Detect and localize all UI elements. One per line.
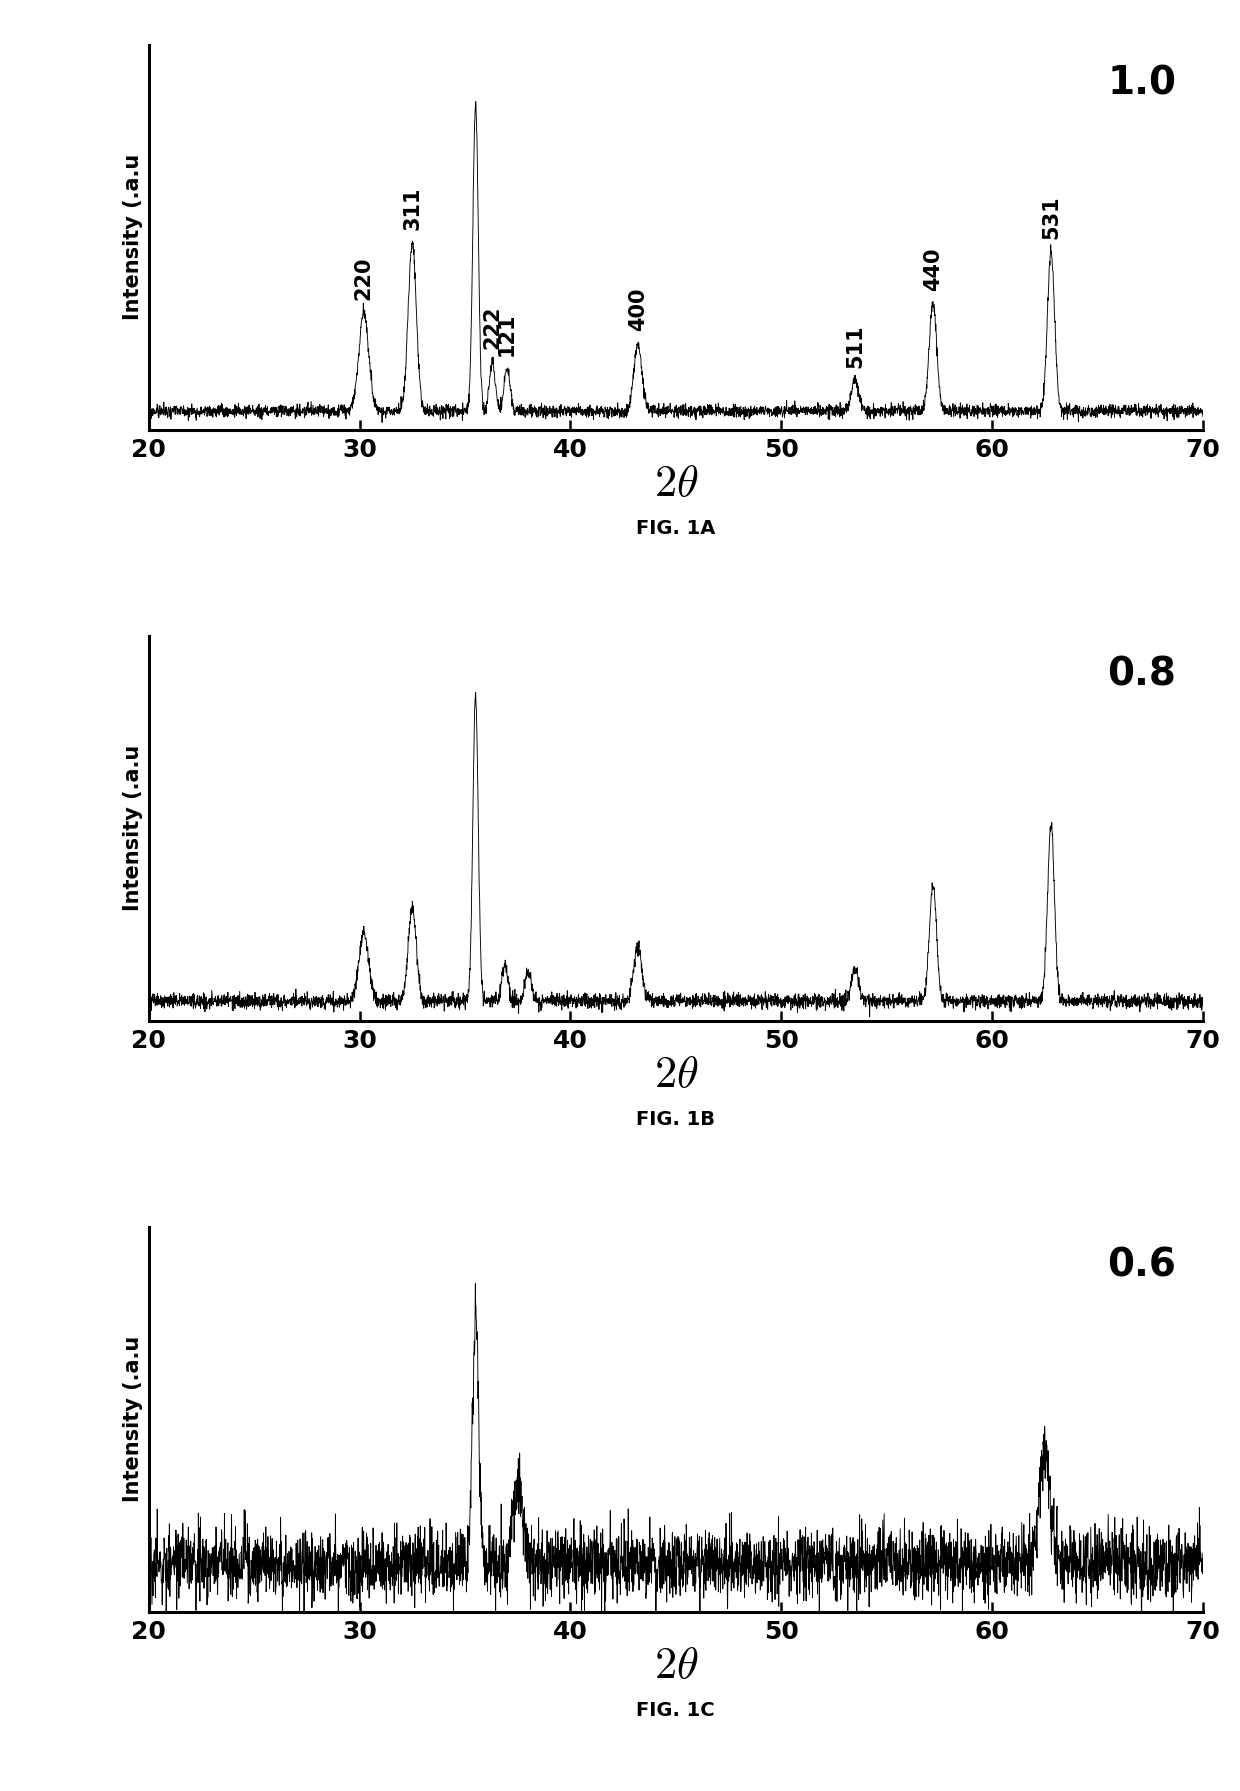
Y-axis label: Intensity (.a.u: Intensity (.a.u [123, 154, 144, 321]
Text: FIG. 1C: FIG. 1C [636, 1701, 715, 1721]
Text: FIG. 1B: FIG. 1B [636, 1110, 715, 1130]
Text: 0.8: 0.8 [1107, 656, 1177, 693]
Text: 440: 440 [923, 247, 942, 292]
Text: 220: 220 [353, 256, 373, 301]
Text: 1.0: 1.0 [1107, 64, 1177, 102]
Text: $\mathbf{2\theta}$: $\mathbf{2\theta}$ [653, 462, 698, 505]
Text: 0.6: 0.6 [1107, 1247, 1177, 1284]
Text: 222: 222 [482, 306, 502, 349]
Text: FIG. 1A: FIG. 1A [636, 519, 715, 539]
Text: $\mathbf{2\theta}$: $\mathbf{2\theta}$ [653, 1644, 698, 1687]
Text: 121: 121 [497, 312, 517, 356]
Y-axis label: Intensity (.a.u: Intensity (.a.u [123, 745, 144, 912]
Y-axis label: Intensity (.a.u: Intensity (.a.u [123, 1336, 144, 1503]
Text: 400: 400 [627, 288, 647, 331]
Text: 511: 511 [844, 324, 866, 367]
Text: 531: 531 [1042, 195, 1061, 238]
Text: 311: 311 [402, 186, 423, 229]
Text: $\mathbf{2\theta}$: $\mathbf{2\theta}$ [653, 1053, 698, 1096]
